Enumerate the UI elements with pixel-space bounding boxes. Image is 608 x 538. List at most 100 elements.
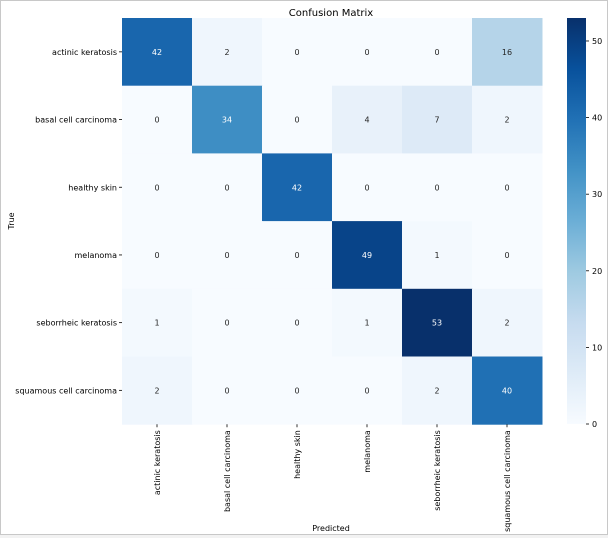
cell-value-label: 0	[294, 251, 299, 260]
heatmap-cell	[262, 221, 333, 290]
cell-value-label: 42	[152, 48, 162, 57]
heatmap-cell	[122, 85, 193, 154]
column-tick-labels: actinic keratosis basal cell carcinoma hea…	[153, 424, 512, 532]
colorbar-tick-label: 30	[592, 190, 602, 199]
cell-value-label: 0	[504, 183, 509, 192]
heatmap-cell	[332, 356, 403, 425]
cell-value-label: 0	[224, 319, 229, 328]
cell-value-label: 16	[502, 48, 512, 57]
cell-value-label: 0	[364, 386, 369, 395]
colorbar-tick-label: 0	[592, 420, 597, 429]
cell-value-label: 34	[222, 116, 232, 125]
cell-value-label: 7	[434, 116, 439, 125]
column-tick-label: squamous cell carcinoma	[503, 430, 512, 532]
heatmap-cell	[122, 288, 193, 357]
row-tick-label: basal cell carcinoma	[35, 116, 117, 125]
row-tick-label: actinic keratosis	[52, 48, 117, 57]
heatmap-cell-labels: 42 2 0 0 0 16 0 34 0 4 7 2 0 0 42 0 0 0 0 0 0 49 1 0 1 0 0 1 53 2 2 0 0 0…	[152, 48, 512, 396]
heatmap-cell	[192, 288, 263, 357]
heatmap-cell	[332, 18, 403, 87]
cell-value-label: 2	[504, 319, 509, 328]
heatmap-cell	[472, 356, 543, 425]
cell-value-label: 40	[502, 386, 512, 395]
cell-value-label: 0	[154, 251, 159, 260]
x-axis-label: Predicted	[312, 524, 350, 533]
colorbar	[567, 18, 586, 424]
cell-value-label: 0	[224, 183, 229, 192]
heatmap-cell	[262, 153, 333, 222]
cell-value-label: 0	[294, 319, 299, 328]
heatmap-cell	[472, 288, 543, 357]
cell-value-label: 0	[434, 183, 439, 192]
cell-value-label: 1	[364, 319, 369, 328]
row-tick-label: seborrheic keratosis	[36, 319, 117, 328]
column-tick-label: seborrheic keratosis	[433, 430, 442, 511]
row-tick-labels: actinic keratosis basal cell carcinoma hea…	[15, 48, 122, 395]
column-tick-label: actinic keratosis	[153, 430, 162, 495]
heatmap-cell	[402, 18, 473, 87]
heatmap-cell	[402, 356, 473, 425]
heatmap-cell	[262, 18, 333, 87]
cell-value-label: 0	[154, 116, 159, 125]
cell-value-label: 0	[434, 48, 439, 57]
heatmap-cells	[122, 18, 543, 425]
colorbar-ticks: 0 10 20 30 40 50	[586, 37, 602, 429]
heatmap-cell	[122, 18, 193, 87]
cell-value-label: 0	[224, 251, 229, 260]
heatmap-cell	[122, 153, 193, 222]
cell-value-label: 0	[364, 48, 369, 57]
heatmap-cell	[332, 153, 403, 222]
row-tick-label: healthy skin	[68, 183, 117, 192]
heatmap-cell	[332, 85, 403, 154]
heatmap-cell	[472, 221, 543, 290]
cell-value-label: 0	[224, 386, 229, 395]
column-tick-label: healthy skin	[293, 430, 302, 479]
heatmap-cell	[472, 18, 543, 87]
heatmap-cell	[262, 356, 333, 425]
heatmap-cell	[122, 356, 193, 425]
column-tick-label: melanoma	[363, 430, 372, 473]
heatmap-cell	[262, 288, 333, 357]
cell-value-label: 0	[154, 183, 159, 192]
heatmap-cell	[192, 153, 263, 222]
row-tick-label: squamous cell carcinoma	[15, 386, 117, 395]
heatmap-cell	[402, 85, 473, 154]
column-tick-label: basal cell carcinoma	[223, 430, 232, 512]
cell-value-label: 53	[432, 319, 442, 328]
colorbar-tick-label: 40	[592, 114, 602, 123]
heatmap-cell	[192, 85, 263, 154]
cell-value-label: 0	[364, 183, 369, 192]
cell-value-label: 49	[362, 251, 372, 260]
cell-value-label: 0	[504, 251, 509, 260]
cell-value-label: 1	[154, 319, 159, 328]
row-tick-label: melanoma	[75, 251, 118, 260]
heatmap-cell	[472, 85, 543, 154]
heatmap-cell	[402, 288, 473, 357]
cell-value-label: 1	[434, 251, 439, 260]
cell-value-label: 2	[434, 386, 439, 395]
cell-value-label: 0	[294, 48, 299, 57]
heatmap-cell	[332, 288, 403, 357]
heatmap-cell	[332, 221, 403, 290]
y-axis-label: True	[7, 212, 16, 230]
cell-value-label: 2	[504, 116, 509, 125]
heatmap-cell	[402, 221, 473, 290]
chart-title: Confusion Matrix	[289, 8, 373, 19]
colorbar-tick-label: 20	[592, 267, 602, 276]
cell-value-label: 2	[154, 386, 159, 395]
cell-value-label: 0	[294, 386, 299, 395]
heatmap-cell	[262, 85, 333, 154]
cell-value-label: 2	[224, 48, 229, 57]
cell-value-label: 42	[292, 183, 302, 192]
colorbar-tick-label: 10	[592, 343, 602, 352]
cell-value-label: 0	[294, 116, 299, 125]
heatmap-cell	[472, 153, 543, 222]
colorbar-tick-label: 50	[592, 37, 602, 46]
cell-value-label: 4	[364, 116, 369, 125]
heatmap-cell	[402, 153, 473, 222]
heatmap-cell	[192, 356, 263, 425]
heatmap-cell	[192, 221, 263, 290]
heatmap-cell	[122, 221, 193, 290]
